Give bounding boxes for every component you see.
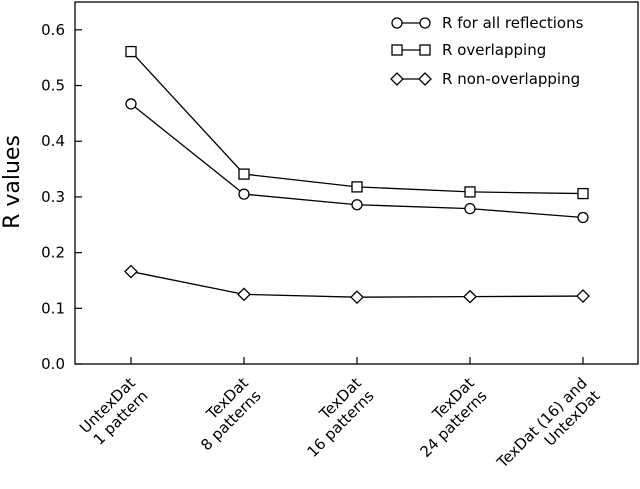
data-point-diamond xyxy=(576,289,590,303)
y-tick-label: 0.0 xyxy=(41,355,65,373)
legend-item: R for all reflections xyxy=(391,14,584,32)
legend: R for all reflections R overlapping R non-… xyxy=(390,14,584,88)
data-point-diamond xyxy=(124,264,138,279)
y-axis: 0.0 0.1 0.2 0.3 0.4 0.5 0.6 xyxy=(41,21,82,373)
data-point-square xyxy=(577,187,589,200)
legend-marker-circle xyxy=(419,17,431,29)
series-diamond xyxy=(124,264,590,305)
x-tick-label: TexDat24 patterns xyxy=(404,374,491,461)
series-circle xyxy=(125,98,589,224)
data-point-diamond xyxy=(237,287,251,302)
legend-marker-circle xyxy=(391,17,403,29)
legend-item: R non-overlapping xyxy=(390,70,580,88)
data-point-square xyxy=(125,45,137,58)
series-layer xyxy=(124,45,590,305)
y-tick-label: 0.4 xyxy=(41,132,65,150)
data-point-circle xyxy=(238,188,250,200)
legend-label: R overlapping xyxy=(442,41,546,59)
x-tick-label: TexDat (16) andUntexDat xyxy=(493,374,604,485)
data-point-diamond xyxy=(463,289,477,304)
x-tick-label: TexDat16 patterns xyxy=(291,374,378,461)
x-axis: UntexDat1 pattern TexDat8 patterns TexDat1… xyxy=(76,357,604,485)
y-tick-label: 0.3 xyxy=(41,188,65,206)
y-tick-label: 0.5 xyxy=(41,77,65,95)
legend-label: R for all reflections xyxy=(442,14,584,32)
data-point-circle xyxy=(125,98,137,110)
x-tick-label: UntexDat1 pattern xyxy=(76,374,152,450)
data-point-circle xyxy=(464,202,476,215)
legend-marker-square xyxy=(419,44,431,56)
data-point-square xyxy=(351,181,363,193)
data-point-diamond xyxy=(350,290,364,305)
y-tick-label: 0.2 xyxy=(41,244,65,262)
series-square xyxy=(125,45,589,200)
y-tick-label: 0.1 xyxy=(41,299,65,317)
x-tick-label: TexDat8 patterns xyxy=(184,374,264,454)
legend-label: R non-overlapping xyxy=(442,70,580,88)
y-tick-label: 0.6 xyxy=(41,21,65,39)
legend-marker-diamond xyxy=(390,72,404,86)
data-point-circle xyxy=(577,211,589,224)
legend-marker-diamond xyxy=(418,72,432,86)
y-axis-title: R values xyxy=(0,135,25,229)
data-point-square xyxy=(238,168,250,180)
data-point-circle xyxy=(351,199,363,211)
data-point-square xyxy=(464,186,476,198)
legend-item: R overlapping xyxy=(391,41,546,59)
legend-marker-square xyxy=(391,44,403,56)
